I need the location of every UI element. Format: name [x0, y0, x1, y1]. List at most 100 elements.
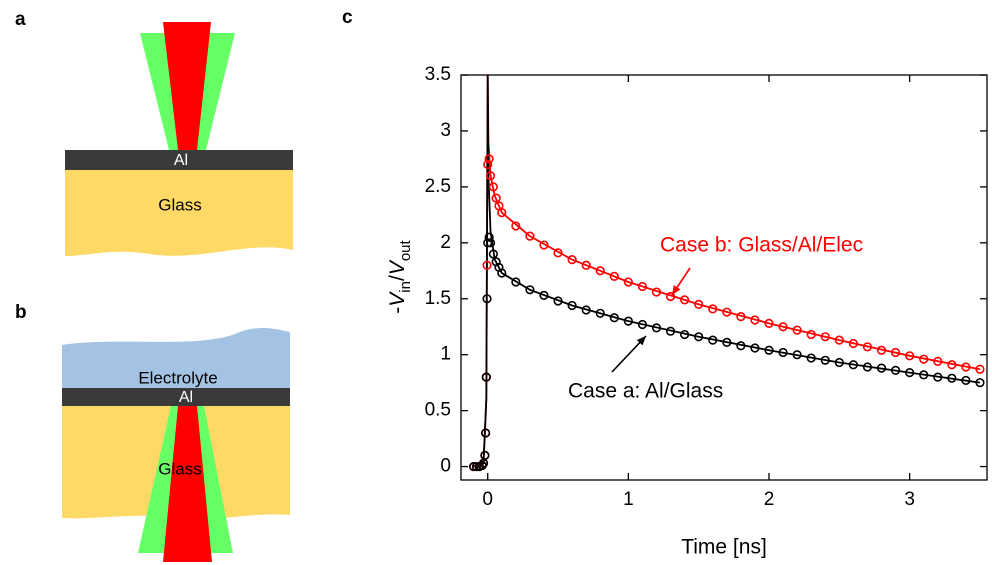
data-point [961, 362, 971, 372]
data-point [919, 370, 929, 380]
data-point [975, 364, 985, 374]
data-point [609, 271, 619, 281]
al-layer [62, 388, 290, 406]
data-point [665, 291, 676, 302]
data-point [708, 335, 718, 345]
data-point [736, 312, 746, 322]
arrow-head [636, 336, 646, 346]
x-tick-label: 0 [482, 489, 493, 510]
y-axis-label-part: in [397, 281, 414, 293]
y-axis-label-part: V [386, 291, 409, 307]
x-tick-label: 1 [623, 489, 634, 510]
y-tick-label: 0 [440, 456, 451, 477]
data-point [483, 159, 493, 170]
y-tick-label: 3 [440, 120, 451, 141]
data-point [539, 240, 549, 250]
series-annotation: Case a: Al/Glass [568, 380, 723, 403]
data-point [485, 238, 496, 248]
data-point [511, 221, 521, 231]
data-point [905, 367, 915, 378]
y-tick-label: 2 [440, 232, 451, 253]
data-point [553, 296, 563, 306]
data-point [905, 351, 915, 361]
panel-label: a [15, 9, 26, 30]
data-point [651, 287, 662, 297]
data-point [497, 268, 507, 278]
data-point [651, 323, 662, 333]
data-point [848, 360, 858, 370]
y-axis-label-part: - [386, 307, 409, 314]
data-point [722, 337, 732, 347]
al-label: Al [174, 152, 188, 169]
data-point [581, 260, 591, 270]
data-point [525, 285, 535, 295]
data-point [488, 249, 498, 259]
data-point [482, 294, 492, 304]
data-point [482, 260, 492, 270]
data-point [481, 428, 491, 438]
data-point [471, 461, 482, 472]
data-point [525, 231, 535, 241]
al-label: Al [179, 389, 193, 406]
x-tick-label: 3 [904, 489, 915, 510]
data-point [637, 281, 648, 292]
electrolyte-label: Electrolyte [138, 368, 217, 387]
data-point [609, 313, 619, 323]
data-point [694, 299, 704, 309]
data-point [488, 182, 498, 192]
data-point [491, 193, 501, 203]
y-axis-label-part: / [386, 275, 409, 281]
data-point [722, 307, 732, 317]
data-point [890, 347, 901, 358]
x-tick-label: 2 [764, 489, 775, 510]
data-point [680, 295, 690, 305]
data-point [694, 332, 704, 342]
data-point [595, 308, 605, 318]
arrow-head [672, 285, 681, 295]
data-point [484, 154, 494, 164]
beam-red [163, 22, 211, 150]
data-point [485, 171, 496, 181]
al-layer [65, 150, 293, 170]
data-point [623, 277, 633, 287]
data-point [792, 325, 802, 335]
data-point [680, 329, 690, 340]
data-point [933, 372, 943, 382]
plot-area [469, 75, 985, 472]
data-point [469, 461, 479, 472]
data-point [975, 378, 985, 388]
y-tick-label: 1.5 [425, 288, 451, 309]
data-point [539, 290, 549, 301]
data-point [750, 315, 760, 325]
data-point [553, 248, 563, 258]
data-point [834, 357, 844, 368]
data-point [567, 254, 577, 265]
data-point [665, 326, 676, 336]
data-point [806, 353, 816, 363]
y-axis-label-part: V [386, 259, 409, 275]
panel-label: b [15, 302, 27, 323]
data-point [484, 232, 494, 242]
data-point [820, 355, 830, 365]
electrolyte [62, 327, 290, 388]
data-point [764, 345, 774, 355]
y-tick-label: 1 [440, 344, 451, 365]
y-axis-label: -Vin/Vout [386, 239, 415, 313]
data-point [764, 318, 774, 328]
data-point [862, 342, 873, 352]
glass [65, 170, 293, 256]
y-tick-label: 0.5 [425, 400, 451, 421]
data-point [483, 238, 493, 248]
data-point [708, 304, 718, 314]
y-axis-label-part: out [397, 239, 414, 261]
data-point [497, 208, 507, 218]
fit-line [473, 75, 981, 468]
data-point [750, 343, 760, 353]
data-point [876, 363, 887, 373]
data-point [792, 350, 802, 360]
y-tick-label: 2.5 [425, 176, 451, 197]
data-point [834, 335, 844, 345]
data-point [820, 332, 830, 342]
data-point [567, 300, 577, 311]
